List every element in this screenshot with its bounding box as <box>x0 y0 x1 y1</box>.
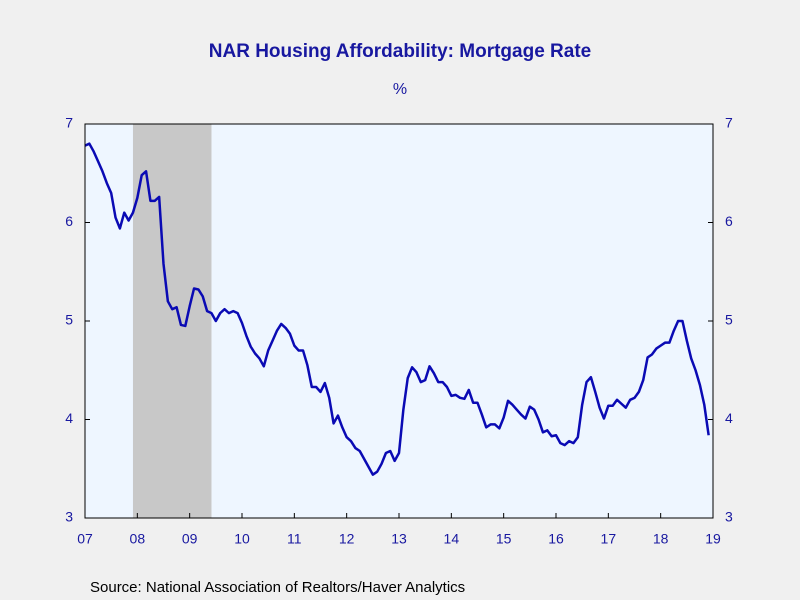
x-tick-label: 07 <box>77 531 93 547</box>
x-tick-label: 16 <box>548 531 564 547</box>
y2-tick-label: 5 <box>725 312 733 328</box>
y2-tick-label: 4 <box>725 410 733 426</box>
x-tick-label: 11 <box>287 531 302 547</box>
y2-tick-label: 3 <box>725 509 733 525</box>
y-tick-label: 3 <box>65 509 73 525</box>
x-tick-label: 18 <box>653 531 669 547</box>
x-tick-label: 15 <box>496 531 512 547</box>
y2-tick-label: 7 <box>725 115 733 131</box>
x-tick-label: 19 <box>705 531 721 547</box>
x-tick-label: 08 <box>130 531 146 547</box>
x-tick-label: 17 <box>601 531 617 547</box>
x-tick-label: 10 <box>234 531 250 547</box>
x-tick-label: 13 <box>391 531 407 547</box>
y-tick-label: 6 <box>65 213 73 229</box>
data-line <box>84 142 710 476</box>
recession-shade <box>132 124 212 518</box>
y-tick-label: 5 <box>65 312 73 328</box>
source: Source: National Association of Realtors… <box>90 579 465 596</box>
x-tick-label: 09 <box>182 531 198 547</box>
y-tick-label: 7 <box>65 115 73 131</box>
y2-tick-label: 6 <box>725 213 733 229</box>
x-tick-label: 12 <box>339 531 355 547</box>
y-tick-label: 4 <box>65 410 73 426</box>
x-tick-label: 14 <box>444 531 460 547</box>
chart-title: NAR Housing Affordability: Mortgage Rate <box>209 41 591 62</box>
subtitle: % <box>393 81 407 98</box>
